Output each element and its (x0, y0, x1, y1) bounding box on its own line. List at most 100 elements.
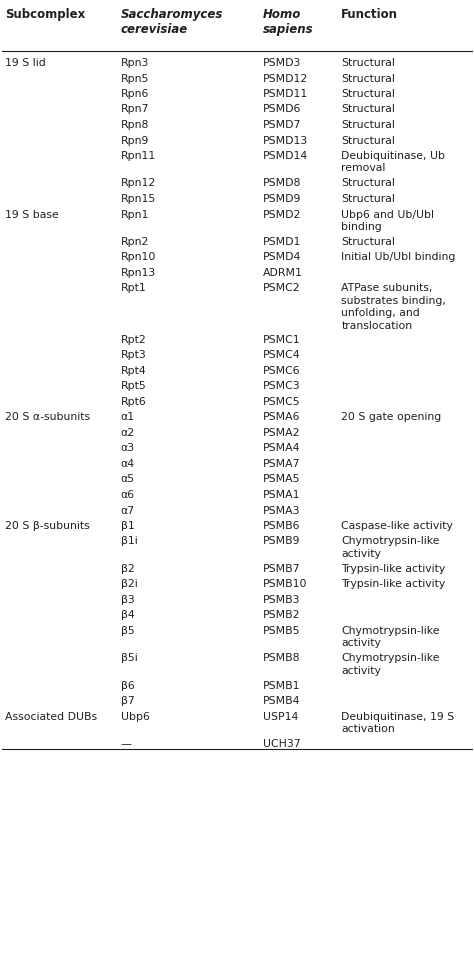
Text: α5: α5 (121, 474, 135, 484)
Text: PSMC2: PSMC2 (263, 284, 301, 293)
Text: Rpt1: Rpt1 (121, 284, 146, 293)
Text: 20 S β-subunits: 20 S β-subunits (5, 520, 90, 530)
Text: ADRM1: ADRM1 (263, 268, 303, 278)
Text: USP14: USP14 (263, 711, 299, 721)
Text: α2: α2 (121, 427, 135, 437)
Text: Homo
sapiens: Homo sapiens (263, 8, 314, 36)
Text: Structural: Structural (341, 178, 395, 189)
Text: Associated DUBs: Associated DUBs (5, 711, 97, 721)
Text: PSMD12: PSMD12 (263, 73, 308, 83)
Text: Saccharomyces
cerevisiae: Saccharomyces cerevisiae (121, 8, 223, 36)
Text: PSMA2: PSMA2 (263, 427, 301, 437)
Text: β2i: β2i (121, 579, 137, 589)
Text: Rpt2: Rpt2 (121, 334, 146, 344)
Text: Chymotrypsin-like
activity: Chymotrypsin-like activity (341, 625, 440, 647)
Text: β1: β1 (121, 520, 135, 530)
Text: PSMC3: PSMC3 (263, 381, 301, 391)
Text: PSMD7: PSMD7 (263, 120, 301, 130)
Text: β1i: β1i (121, 536, 137, 546)
Text: PSMA3: PSMA3 (263, 505, 301, 515)
Text: Rpn13: Rpn13 (121, 268, 156, 278)
Text: UCH37: UCH37 (263, 738, 301, 749)
Text: α6: α6 (121, 490, 135, 500)
Text: PSMB8: PSMB8 (263, 653, 301, 663)
Text: PSMD2: PSMD2 (263, 209, 301, 219)
Text: Rpn9: Rpn9 (121, 135, 149, 146)
Text: Deubiquitinase, Ub
removal: Deubiquitinase, Ub removal (341, 151, 445, 173)
Text: Structural: Structural (341, 120, 395, 130)
Text: Rpn11: Rpn11 (121, 151, 156, 160)
Text: Trypsin-like activity: Trypsin-like activity (341, 563, 446, 573)
Text: PSMC5: PSMC5 (263, 397, 301, 407)
Text: PSMA7: PSMA7 (263, 459, 301, 468)
Text: PSMD1: PSMD1 (263, 237, 301, 246)
Text: Ubp6 and Ub/Ubl
binding: Ubp6 and Ub/Ubl binding (341, 209, 434, 232)
Text: PSMB7: PSMB7 (263, 563, 301, 573)
Text: 19 S lid: 19 S lid (5, 58, 46, 67)
Text: PSMC4: PSMC4 (263, 350, 301, 360)
Text: Rpn8: Rpn8 (121, 120, 149, 130)
Text: Deubiquitinase, 19 S
activation: Deubiquitinase, 19 S activation (341, 711, 455, 734)
Text: PSMD11: PSMD11 (263, 89, 308, 99)
Text: Subcomplex: Subcomplex (5, 8, 85, 21)
Text: Rpn15: Rpn15 (121, 194, 156, 203)
Text: PSMB2: PSMB2 (263, 610, 301, 620)
Text: β6: β6 (121, 681, 135, 690)
Text: 20 S α-subunits: 20 S α-subunits (5, 412, 90, 422)
Text: Rpn3: Rpn3 (121, 58, 149, 67)
Text: PSMD6: PSMD6 (263, 105, 301, 114)
Text: β5i: β5i (121, 653, 137, 663)
Text: Rpt3: Rpt3 (121, 350, 146, 360)
Text: PSMB9: PSMB9 (263, 536, 301, 546)
Text: PSMD13: PSMD13 (263, 135, 308, 146)
Text: PSMB4: PSMB4 (263, 695, 301, 706)
Text: Rpn7: Rpn7 (121, 105, 149, 114)
Text: α1: α1 (121, 412, 135, 422)
Text: PSMB1: PSMB1 (263, 681, 301, 690)
Text: Ubp6: Ubp6 (121, 711, 150, 721)
Text: PSMC6: PSMC6 (263, 366, 301, 376)
Text: Rpn12: Rpn12 (121, 178, 156, 189)
Text: Structural: Structural (341, 58, 395, 67)
Text: β3: β3 (121, 595, 135, 604)
Text: PSMB6: PSMB6 (263, 520, 301, 530)
Text: Rpn1: Rpn1 (121, 209, 149, 219)
Text: α4: α4 (121, 459, 135, 468)
Text: PSMD8: PSMD8 (263, 178, 301, 189)
Text: PSMD14: PSMD14 (263, 151, 308, 160)
Text: Structural: Structural (341, 237, 395, 246)
Text: Rpn6: Rpn6 (121, 89, 149, 99)
Text: PSMA1: PSMA1 (263, 490, 301, 500)
Text: PSMB3: PSMB3 (263, 595, 301, 604)
Text: Rpt5: Rpt5 (121, 381, 146, 391)
Text: Rpn5: Rpn5 (121, 73, 149, 83)
Text: Structural: Structural (341, 73, 395, 83)
Text: Chymotrypsin-like
activity: Chymotrypsin-like activity (341, 536, 440, 558)
Text: Caspase-like activity: Caspase-like activity (341, 520, 453, 530)
Text: PSMD4: PSMD4 (263, 252, 301, 262)
Text: Initial Ub/Ubl binding: Initial Ub/Ubl binding (341, 252, 456, 262)
Text: Structural: Structural (341, 89, 395, 99)
Text: Trypsin-like activity: Trypsin-like activity (341, 579, 446, 589)
Text: PSMC1: PSMC1 (263, 334, 301, 344)
Text: Structural: Structural (341, 194, 395, 203)
Text: β7: β7 (121, 695, 135, 706)
Text: —: — (121, 738, 132, 749)
Text: Rpt6: Rpt6 (121, 397, 146, 407)
Text: Rpn2: Rpn2 (121, 237, 149, 246)
Text: PSMB10: PSMB10 (263, 579, 308, 589)
Text: β4: β4 (121, 610, 135, 620)
Text: ATPase subunits,
substrates binding,
unfolding, and
translocation: ATPase subunits, substrates binding, unf… (341, 284, 446, 331)
Text: Chymotrypsin-like
activity: Chymotrypsin-like activity (341, 653, 440, 675)
Text: 20 S gate opening: 20 S gate opening (341, 412, 441, 422)
Text: Function: Function (341, 8, 398, 21)
Text: PSMA4: PSMA4 (263, 443, 301, 453)
Text: PSMA6: PSMA6 (263, 412, 301, 422)
Text: PSMD9: PSMD9 (263, 194, 301, 203)
Text: Rpt4: Rpt4 (121, 366, 146, 376)
Text: α3: α3 (121, 443, 135, 453)
Text: PSMA5: PSMA5 (263, 474, 301, 484)
Text: PSMB5: PSMB5 (263, 625, 301, 636)
Text: β5: β5 (121, 625, 135, 636)
Text: β2: β2 (121, 563, 135, 573)
